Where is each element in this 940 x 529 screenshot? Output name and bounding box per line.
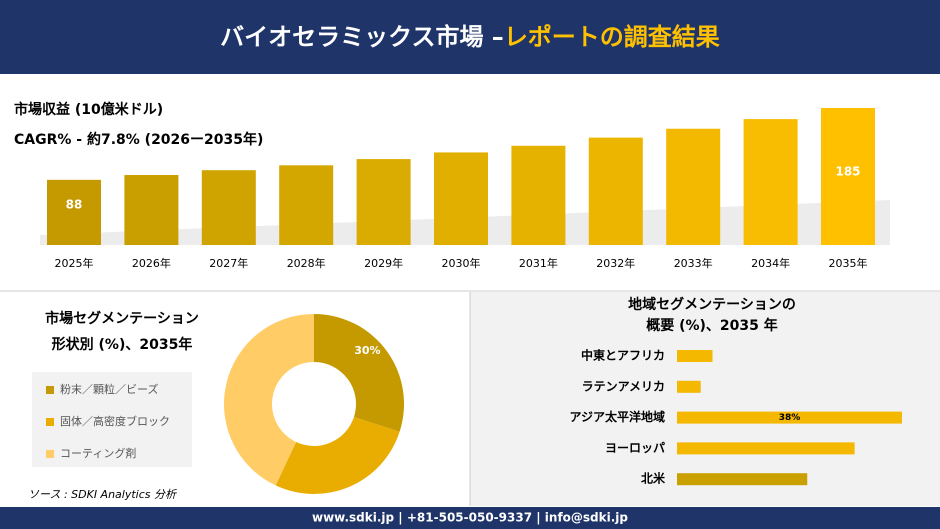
x-tick-label: 2027年 [209, 256, 248, 270]
bar [434, 152, 488, 245]
header-title: バイオセラミックス市場 –レポートの調査結果 [220, 23, 720, 51]
legend-label: 固体／高密度ブロック [60, 414, 170, 428]
legend-box [32, 372, 192, 467]
source-note: ソース : SDKI Analytics 分析 [28, 488, 178, 501]
x-tick-label: 2029年 [364, 256, 403, 270]
header-bar [0, 0, 940, 74]
y-tick-label: 中東とアフリカ [581, 348, 665, 363]
value-label: 185 [835, 165, 860, 179]
right-panel [470, 292, 940, 506]
chart-subtitle: 形状別 (%)、2035年 [52, 336, 193, 353]
x-tick-label: 2032年 [596, 256, 635, 270]
bar [124, 175, 179, 245]
x-tick-label: 2034年 [751, 256, 790, 270]
footer-bar [0, 507, 940, 529]
y-tick-label: ヨーロッパ [605, 441, 665, 455]
bar [821, 108, 875, 245]
bar [677, 380, 701, 393]
legend-swatch [46, 418, 54, 426]
footer-contact: www.sdki.jp | +81-505-050-9337 | info@sd… [312, 511, 628, 525]
y-tick-label: ラテンアメリカ [582, 379, 665, 393]
chart-title: 市場セグメンテーション [45, 310, 199, 327]
x-tick-label: 2025年 [55, 256, 94, 270]
value-label: 88 [66, 197, 83, 211]
x-tick-label: 2028年 [287, 256, 326, 270]
chart-subtitle: 概要 (%)、2035 年 [646, 317, 778, 334]
donut-segment [275, 416, 400, 495]
title-main: バイオセラミックス市場 – [220, 23, 504, 51]
bar [743, 119, 798, 245]
bar [677, 350, 713, 362]
title-highlight: レポートの調査結果 [504, 23, 720, 51]
charts: 市場収益 (10億米ドル) CAGR% - 約7.8% (2026ー2035年) 2… [14, 101, 902, 495]
legend-swatch [46, 450, 54, 458]
bar [677, 442, 855, 455]
bar [356, 159, 411, 245]
donut-segment [314, 314, 405, 432]
x-tick-label: 2031年 [519, 256, 558, 270]
legend-label: 粉末／顆粒／ビーズ [60, 382, 158, 396]
value-label: 38% [779, 413, 801, 423]
chart-subtitle: CAGR% - 約7.8% (2026ー2035年) [14, 131, 263, 148]
legend-swatch [46, 386, 54, 394]
bar [279, 165, 334, 245]
chart-title: 地域セグメンテーションの [628, 296, 796, 313]
value-label: 30% [354, 344, 380, 357]
y-tick-label: アジア太平洋地域 [569, 409, 665, 424]
x-tick-label: 2030年 [442, 256, 481, 270]
chart-title: 市場収益 (10億米ドル) [14, 101, 163, 118]
bar [677, 473, 808, 486]
bar [666, 128, 721, 245]
y-tick-label: 北米 [641, 471, 666, 486]
x-tick-label: 2035年 [829, 256, 868, 270]
x-tick-label: 2033年 [674, 256, 713, 270]
bar [511, 145, 566, 245]
x-tick-label: 2026年 [132, 256, 171, 270]
legend-label: コーティング剤 [60, 446, 136, 460]
donut-segment [223, 314, 314, 486]
bar [588, 137, 643, 245]
bar [201, 170, 256, 245]
bar [47, 179, 101, 245]
bar [677, 411, 902, 424]
